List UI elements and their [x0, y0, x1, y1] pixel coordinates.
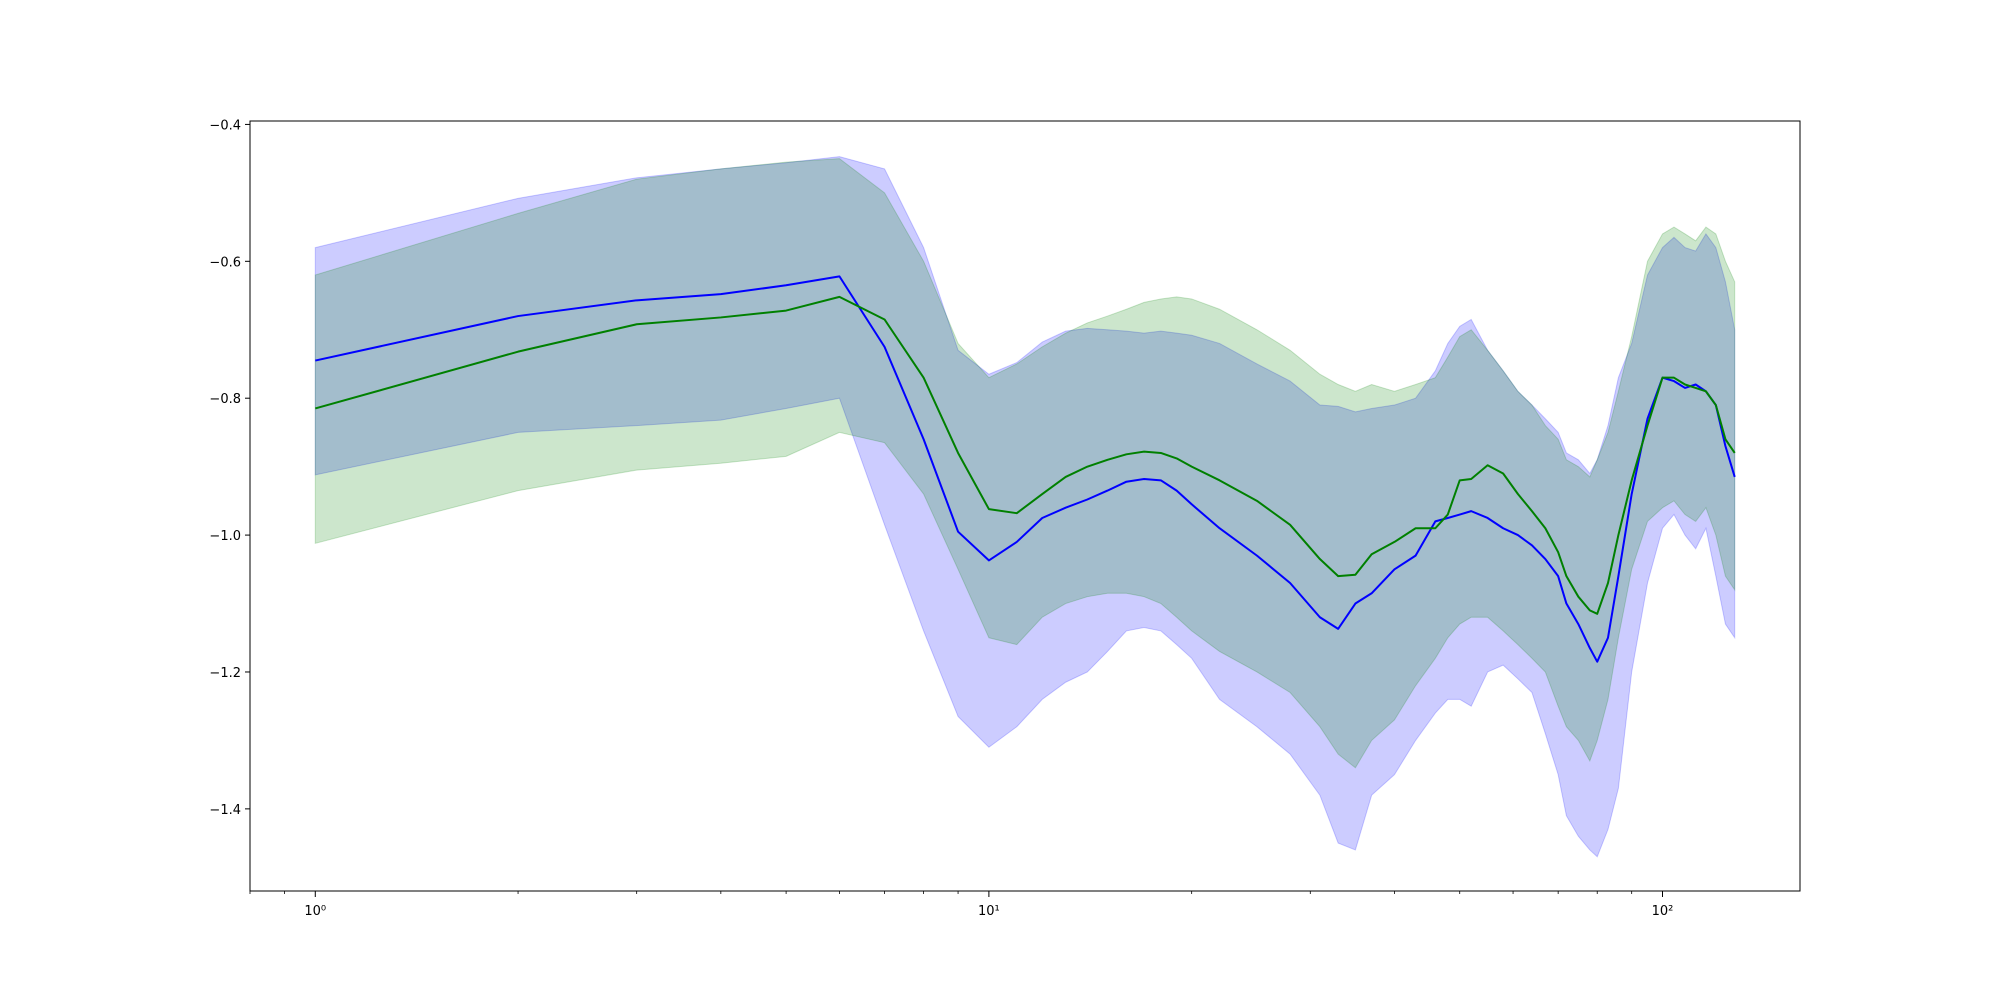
series-1-line: [315, 295, 1736, 615]
y-tick-label: −0.6: [209, 255, 241, 270]
x-tick-label: 10²: [1652, 904, 1674, 919]
y-tick-label: −1.4: [209, 803, 241, 818]
series-0-line: [315, 275, 1736, 663]
x-tick-label: 10⁰: [304, 904, 326, 919]
y-tick-label: −1.0: [209, 529, 241, 544]
x-axis: 10⁰ 10¹ 10²: [249, 891, 1674, 919]
x-tick-label: 10¹: [978, 904, 1000, 919]
plot-frame: [249, 120, 1801, 892]
y-tick-label: −0.4: [209, 118, 241, 133]
y-tick-label: −1.2: [209, 666, 241, 681]
series-1-band: [314, 158, 1736, 769]
y-axis: −0.4 −0.6 −0.8 −1.0 −1.2 −1.4: [209, 118, 250, 818]
y-tick-label: −0.8: [209, 392, 241, 407]
series-lines: [315, 275, 1736, 663]
